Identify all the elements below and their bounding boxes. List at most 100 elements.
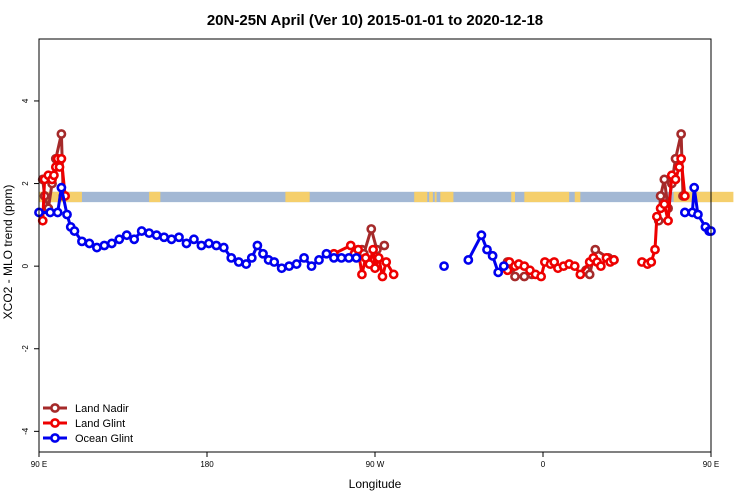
legend-marker-ocean-glint — [50, 433, 60, 443]
land-glint-point — [357, 269, 367, 280]
legend-marker-land-glint — [50, 418, 60, 428]
ocean-glint-point — [241, 259, 252, 269]
legend-label-land-nadir: Land Nadir — [75, 403, 129, 415]
ocean-glint-point — [189, 234, 199, 245]
ocean-glint-point — [151, 230, 162, 241]
land-nadir-point — [655, 191, 666, 201]
land-glint-point — [37, 215, 48, 226]
land-glint-point — [377, 271, 388, 282]
ocean-glint-point — [144, 228, 155, 239]
land-glint-point — [368, 244, 379, 255]
chart-title: 20N-25N April (Ver 10) 2015-01-01 to 202… — [207, 12, 543, 29]
ocean-glint-point — [679, 207, 690, 218]
ocean-glint-point — [336, 252, 347, 263]
ocean-glint-point — [258, 248, 268, 259]
ocean-glint-point — [693, 209, 703, 220]
land-glint-point — [651, 211, 662, 222]
land-glint-point — [569, 261, 580, 272]
land-segment — [673, 191, 734, 203]
ocean-glint-point — [321, 248, 332, 259]
series-layer — [34, 129, 716, 282]
ocean-glint-point — [291, 259, 302, 269]
ocean-glint-point — [166, 234, 177, 245]
legend: Land Nadir Land Glint Ocean Glint — [43, 403, 133, 445]
land-glint-point — [345, 240, 356, 251]
ocean-glint-point — [62, 209, 72, 220]
ocean-glint-point — [487, 250, 498, 261]
legend-label-land-glint: Land Glint — [75, 418, 125, 430]
ocean-glint-point — [121, 230, 132, 241]
land-glint-point — [370, 263, 380, 274]
ocean-glint-point — [439, 261, 449, 272]
ocean-glint-point — [77, 236, 87, 247]
ocean-glint-point — [211, 240, 222, 251]
ocean-glint-point — [689, 182, 700, 193]
ocean-band — [39, 191, 711, 203]
land-glint-point — [674, 162, 685, 172]
land-segment — [434, 191, 437, 203]
land-nadir-point — [659, 174, 670, 185]
ocean-glint-point — [284, 261, 295, 272]
land-nadir-point — [590, 244, 601, 255]
land-glint-point — [659, 199, 670, 210]
land-glint-point — [650, 244, 660, 255]
y-axis: -4 -2 0 2 4 — [21, 98, 39, 435]
ocean-glint-point — [233, 257, 244, 267]
x-tick-label: 90 E — [703, 460, 719, 469]
land-nadir-point — [510, 271, 520, 282]
land-segment — [414, 191, 428, 203]
land-glint-point — [56, 153, 67, 164]
legend-label-ocean-glint: Ocean Glint — [75, 433, 133, 445]
ocean-glint-point — [343, 252, 354, 263]
ocean-glint-point — [314, 255, 324, 265]
land-glint-point — [388, 269, 399, 280]
ocean-glint-point — [52, 207, 63, 218]
land-segment — [511, 191, 515, 203]
ocean-glint-point — [299, 252, 309, 263]
ocean-glint-point — [91, 242, 102, 253]
ocean-glint-point — [69, 226, 80, 236]
ocean-glint-point — [45, 207, 56, 218]
ocean-glint-point — [276, 263, 287, 274]
ocean-glint-point — [136, 226, 147, 236]
ocean-glint-point — [114, 234, 125, 245]
land-segment — [285, 191, 310, 203]
land-segment — [149, 191, 161, 203]
y-tick-label: -4 — [21, 427, 30, 435]
ocean-glint-point — [106, 238, 117, 249]
land-glint-point — [54, 162, 65, 172]
land-nadir-point — [584, 269, 595, 280]
ocean-glint-point — [159, 232, 169, 243]
ocean-glint-point — [226, 252, 237, 263]
land-nadir-point — [366, 224, 377, 234]
ocean-glint-point — [498, 261, 509, 272]
ocean-glint-point — [84, 238, 95, 249]
land-nadir-point — [676, 129, 687, 139]
ocean-glint-point — [351, 252, 362, 263]
ocean-glint-point — [203, 238, 214, 249]
x-tick-label: 0 — [541, 460, 546, 469]
land-glint-point — [373, 252, 384, 263]
ocean-glint-point — [246, 252, 257, 263]
land-glint-point — [536, 271, 547, 282]
ocean-glint-point — [482, 244, 492, 255]
ocean-glint-point — [99, 240, 110, 251]
y-tick-label: 0 — [21, 263, 30, 268]
land-segment — [574, 191, 581, 203]
ocean-glint-point — [306, 261, 317, 272]
ocean-glint-point — [129, 234, 140, 245]
land-glint-point — [49, 170, 59, 181]
ocean-glint-point — [181, 238, 192, 249]
x-tick-label: 90 E — [31, 460, 47, 469]
ocean-glint-point — [174, 232, 184, 243]
ocean-glint-point — [476, 230, 487, 241]
land-glint-point — [609, 255, 619, 265]
land-segment — [524, 191, 570, 203]
x-axis-label: Longitude — [349, 477, 402, 491]
ocean-glint-point — [269, 257, 280, 267]
land-glint-point — [670, 174, 681, 185]
legend-marker-land-nadir — [50, 403, 60, 413]
land-glint-point — [381, 257, 392, 267]
y-tick-label: -2 — [21, 345, 30, 353]
land-glint-point — [679, 191, 690, 201]
